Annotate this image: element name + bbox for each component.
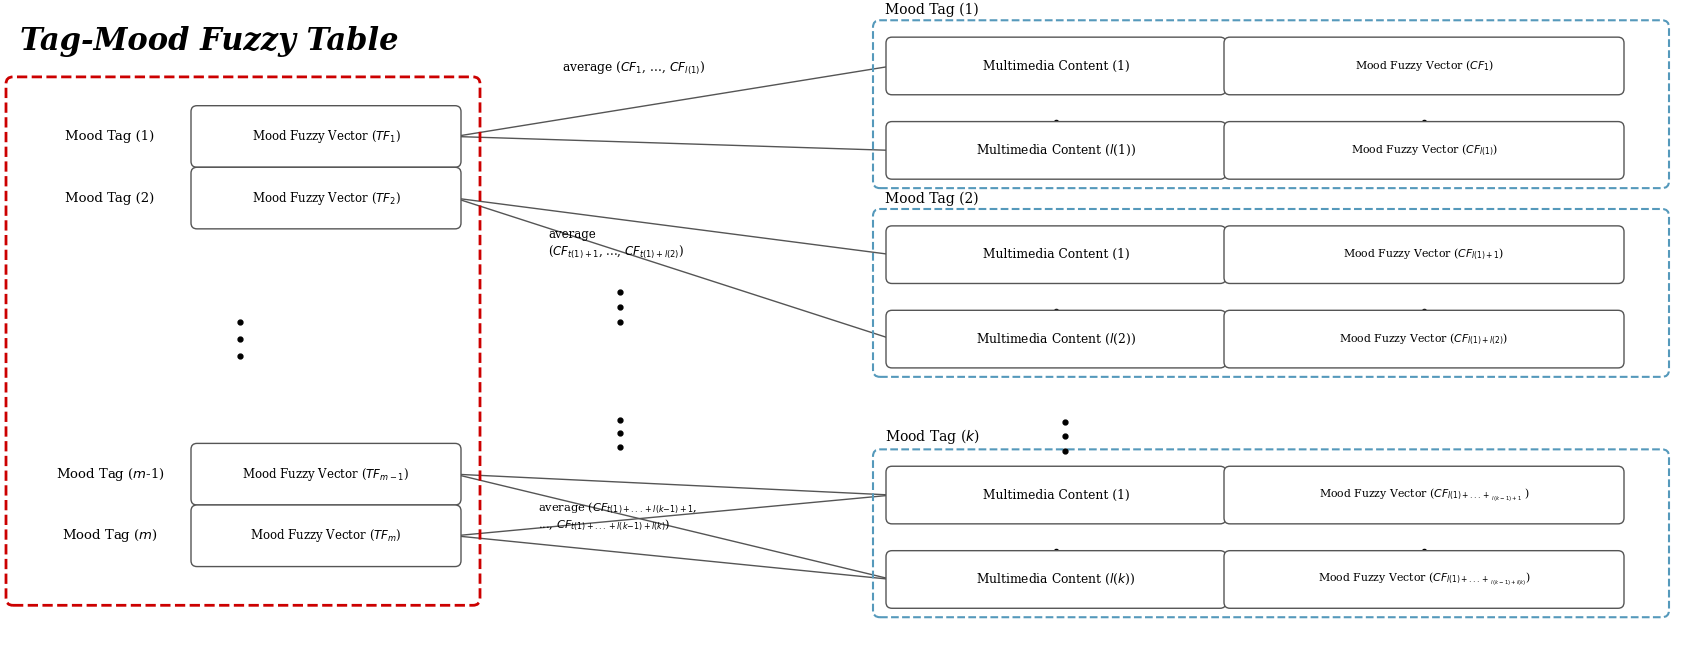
FancyBboxPatch shape	[191, 505, 461, 567]
Text: average ($CF_1$, ..., $CF_{l(1)}$): average ($CF_1$, ..., $CF_{l(1)}$)	[561, 59, 706, 77]
Text: Tag-Mood Fuzzy Table: Tag-Mood Fuzzy Table	[20, 26, 398, 57]
Text: Multimedia Content ($l$(1)): Multimedia Content ($l$(1))	[976, 143, 1136, 158]
FancyBboxPatch shape	[886, 122, 1226, 179]
Text: Mood Tag ($m$): Mood Tag ($m$)	[61, 527, 158, 544]
Text: Mood Fuzzy Vector ($CF_{l(1)+l(2)}$): Mood Fuzzy Vector ($CF_{l(1)+l(2)}$)	[1339, 332, 1509, 347]
Text: Mood Fuzzy Vector ($TF_m$): Mood Fuzzy Vector ($TF_m$)	[250, 527, 401, 544]
Text: Mood Fuzzy Vector ($CF_{l(1) + ... +\, _{l(k-1)+1}}$ ): Mood Fuzzy Vector ($CF_{l(1) + ... +\, _…	[1318, 486, 1529, 504]
Text: Multimedia Content ($l$($k$)): Multimedia Content ($l$($k$))	[976, 572, 1136, 587]
Text: Mood Fuzzy Vector ($CF_1$): Mood Fuzzy Vector ($CF_1$)	[1354, 58, 1493, 73]
Text: Mood Tag (1): Mood Tag (1)	[885, 3, 978, 18]
Text: Mood Tag ($k$): Mood Tag ($k$)	[885, 428, 980, 447]
Text: Mood Fuzzy Vector ($CF_{l(1)}$): Mood Fuzzy Vector ($CF_{l(1)}$)	[1351, 143, 1497, 158]
Text: Multimedia Content (1): Multimedia Content (1)	[983, 489, 1129, 502]
Text: average
($CF_{t(1)+1}$, ..., $CF_{t(1)+l(2)}$): average ($CF_{t(1)+1}$, ..., $CF_{t(1)+l…	[548, 228, 684, 261]
Text: Multimedia Content ($l$(2)): Multimedia Content ($l$(2))	[976, 332, 1136, 346]
Text: Mood Fuzzy Vector ($CF_{l(1) + ... +\, _{l(k-1)+l(k)}}$): Mood Fuzzy Vector ($CF_{l(1) + ... +\, _…	[1318, 571, 1531, 588]
Text: Mood Fuzzy Vector ($TF_{m-1}$): Mood Fuzzy Vector ($TF_{m-1}$)	[243, 465, 410, 483]
FancyBboxPatch shape	[1225, 466, 1624, 524]
Text: Multimedia Content (1): Multimedia Content (1)	[983, 248, 1129, 261]
Text: Mood Fuzzy Vector ($CF_{l(1)+1}$): Mood Fuzzy Vector ($CF_{l(1)+1}$)	[1344, 247, 1505, 263]
FancyBboxPatch shape	[1225, 310, 1624, 368]
Text: average ($CF_{t(1) + ... + l(k{-}1)+1}$,
..., $CF_{t(1) + ... + l(k{-}1)+l(k)}$): average ($CF_{t(1) + ... + l(k{-}1)+1}$,…	[538, 500, 697, 534]
FancyBboxPatch shape	[1225, 551, 1624, 608]
Text: Mood Fuzzy Vector ($TF_1$): Mood Fuzzy Vector ($TF_1$)	[252, 128, 400, 145]
FancyBboxPatch shape	[191, 443, 461, 505]
FancyBboxPatch shape	[886, 466, 1226, 524]
FancyBboxPatch shape	[191, 106, 461, 167]
FancyBboxPatch shape	[191, 167, 461, 229]
FancyBboxPatch shape	[886, 551, 1226, 608]
FancyBboxPatch shape	[886, 226, 1226, 283]
Text: Mood Tag (1): Mood Tag (1)	[65, 130, 155, 143]
FancyBboxPatch shape	[886, 37, 1226, 95]
Text: Mood Fuzzy Vector ($TF_2$): Mood Fuzzy Vector ($TF_2$)	[252, 190, 400, 207]
FancyBboxPatch shape	[1225, 226, 1624, 283]
Text: Mood Tag (2): Mood Tag (2)	[65, 192, 155, 205]
FancyBboxPatch shape	[886, 310, 1226, 368]
Text: Multimedia Content (1): Multimedia Content (1)	[983, 59, 1129, 72]
Text: Mood Tag (2): Mood Tag (2)	[885, 192, 978, 206]
Text: Mood Tag ($m$-1): Mood Tag ($m$-1)	[56, 465, 165, 483]
FancyBboxPatch shape	[1225, 37, 1624, 95]
FancyBboxPatch shape	[1225, 122, 1624, 179]
